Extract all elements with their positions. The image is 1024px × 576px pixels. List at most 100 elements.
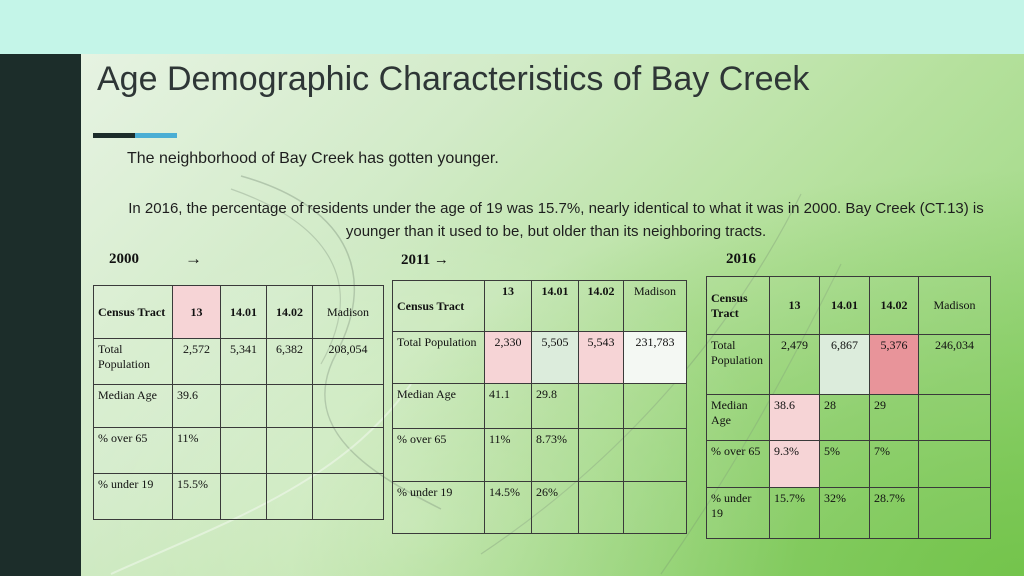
cell-value: 5%: [819, 440, 870, 488]
header-madison: Madison: [918, 276, 991, 335]
cell-value: 15.5%: [172, 473, 221, 520]
table-row: Total Population 2,330 5,505 5,543 231,7…: [392, 331, 687, 384]
top-band: [0, 0, 1024, 54]
cell-value: 8.73%: [531, 428, 579, 482]
table-row: Census Tract 13 14.01 14.02 Madison: [706, 276, 991, 335]
cell-value: 6,382: [266, 338, 313, 385]
row-label: % over 65: [392, 428, 485, 482]
cell-value: 2,572: [172, 338, 221, 385]
cell-value: 11%: [484, 428, 532, 482]
header-madison: Madison: [312, 285, 384, 339]
label-2011: 2011 →: [401, 252, 449, 268]
cell-value: [578, 481, 624, 534]
table-row: % over 65 11%: [93, 427, 384, 474]
title-accent-bar-blue: [135, 133, 177, 138]
title-accent-bar-dark: [93, 133, 135, 138]
table-row: % under 19 15.5%: [93, 473, 384, 520]
header-14-01: 14.01: [819, 276, 870, 335]
table-row: % over 65 9.3% 5% 7%: [706, 440, 991, 488]
header-census-tract: Census Tract: [706, 276, 770, 335]
cell-value: 2,479: [769, 334, 820, 395]
header-14-01: 14.01: [531, 280, 579, 332]
cell-value: 26%: [531, 481, 579, 534]
cell-value: [312, 427, 384, 474]
cell-value: 5,376: [869, 334, 919, 395]
table-row: % under 19 15.7% 32% 28.7%: [706, 487, 991, 539]
cell-value: 231,783: [623, 331, 687, 384]
cell-value: [220, 427, 267, 474]
cell-value: 9.3%: [769, 440, 820, 488]
slide: Age Demographic Characteristics of Bay C…: [81, 54, 1024, 576]
header-14-02: 14.02: [869, 276, 919, 335]
cell-value: 39.6: [172, 384, 221, 428]
cell-value: [623, 428, 687, 482]
row-label: Total Population: [706, 334, 770, 395]
table-row: Median Age 38.6 28 29: [706, 394, 991, 441]
cell-value: [623, 383, 687, 429]
row-label: % under 19: [706, 487, 770, 539]
cell-value: 5,505: [531, 331, 579, 384]
header-14-02: 14.02: [266, 285, 313, 339]
header-13: 13: [484, 280, 532, 332]
cell-value: [220, 473, 267, 520]
header-madison: Madison: [623, 280, 687, 332]
cell-value: 2,330: [484, 331, 532, 384]
cell-value: [623, 481, 687, 534]
cell-value: [578, 428, 624, 482]
row-label: Median Age: [706, 394, 770, 441]
cell-value: [918, 394, 991, 441]
cell-value: 6,867: [819, 334, 870, 395]
header-census-tract: Census Tract: [392, 280, 485, 332]
cell-value: 246,034: [918, 334, 991, 395]
subtitle: The neighborhood of Bay Creek has gotten…: [127, 150, 499, 167]
row-label: Median Age: [93, 384, 173, 428]
table-row: Median Age 39.6: [93, 384, 384, 428]
row-label: % over 65: [93, 427, 173, 474]
page-title: Age Demographic Characteristics of Bay C…: [97, 60, 810, 98]
row-label: % over 65: [706, 440, 770, 488]
cell-value: [266, 427, 313, 474]
header-14-01: 14.01: [220, 285, 267, 339]
label-2000: 2000: [109, 251, 139, 267]
row-label: Total Population: [93, 338, 173, 385]
cell-value: 5,543: [578, 331, 624, 384]
table-row: Census Tract 13 14.01 14.02 Madison: [392, 280, 687, 332]
cell-value: [918, 440, 991, 488]
cell-value: 11%: [172, 427, 221, 474]
table-2011: Census Tract 13 14.01 14.02 Madison Tota…: [392, 280, 687, 534]
cell-value: 15.7%: [769, 487, 820, 539]
arrow-icon: →: [185, 249, 202, 268]
cell-value: [266, 473, 313, 520]
cell-value: 208,054: [312, 338, 384, 385]
header-census-tract: Census Tract: [93, 285, 173, 339]
cell-value: 14.5%: [484, 481, 532, 534]
cell-value: 28.7%: [869, 487, 919, 539]
table-row: Total Population 2,572 5,341 6,382 208,0…: [93, 338, 384, 385]
left-sidebar-bar: [0, 54, 81, 576]
row-label: Total Population: [392, 331, 485, 384]
table-row: Census Tract 13 14.01 14.02 Madison: [93, 285, 384, 339]
row-label: Median Age: [392, 383, 485, 429]
cell-value: [918, 487, 991, 539]
cell-value: [312, 473, 384, 520]
cell-value: 38.6: [769, 394, 820, 441]
table-row: % over 65 11% 8.73%: [392, 428, 687, 482]
header-13: 13: [172, 285, 221, 339]
row-label: % under 19: [392, 481, 485, 534]
cell-value: [578, 383, 624, 429]
cell-value: 28: [819, 394, 870, 441]
table-row: Median Age 41.1 29.8: [392, 383, 687, 429]
cell-value: 41.1: [484, 383, 532, 429]
cell-value: 29: [869, 394, 919, 441]
cell-value: 5,341: [220, 338, 267, 385]
row-label: % under 19: [93, 473, 173, 520]
cell-value: [220, 384, 267, 428]
cell-value: 29.8: [531, 383, 579, 429]
header-14-02: 14.02: [578, 280, 624, 332]
cell-value: [266, 384, 313, 428]
label-2016: 2016: [726, 251, 756, 267]
table-2000: Census Tract 13 14.01 14.02 Madison Tota…: [93, 285, 384, 520]
table-2016: Census Tract 13 14.01 14.02 Madison Tota…: [706, 276, 991, 539]
table-row: % under 19 14.5% 26%: [392, 481, 687, 534]
cell-value: 7%: [869, 440, 919, 488]
